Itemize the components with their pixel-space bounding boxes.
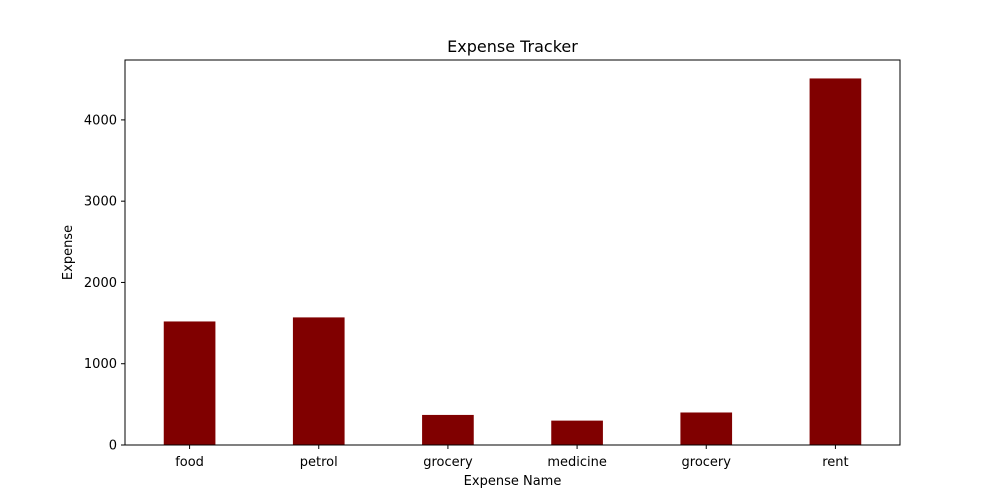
- chart-title: Expense Tracker: [447, 37, 578, 56]
- bar: [292, 317, 345, 445]
- y-tick-label: 0: [109, 439, 117, 454]
- y-tick-label: 2000: [84, 276, 117, 291]
- y-axis-label: Expense: [61, 225, 76, 280]
- plot-frame: [124, 59, 901, 446]
- x-tick-label: petrol: [300, 455, 338, 470]
- bar: [809, 78, 862, 446]
- x-tick-label: grocery: [682, 455, 732, 470]
- x-tick-label: rent: [822, 455, 848, 470]
- bar: [422, 414, 474, 445]
- x-axis-label: Expense Name: [464, 474, 562, 489]
- x-tick-label: grocery: [423, 455, 473, 470]
- y-tick-label: 1000: [84, 357, 117, 372]
- x-axis: food petrol grocery medicine grocery rent: [175, 445, 849, 470]
- bar: [163, 321, 216, 445]
- bars-layer: [163, 78, 862, 446]
- x-tick-label: medicine: [547, 455, 607, 470]
- bar: [680, 412, 733, 445]
- bar: [551, 420, 603, 445]
- y-axis: 0 1000 2000 3000 4000: [84, 113, 125, 454]
- y-tick-label: 3000: [84, 195, 117, 210]
- y-tick-label: 4000: [84, 113, 117, 128]
- x-tick-label: food: [175, 455, 204, 470]
